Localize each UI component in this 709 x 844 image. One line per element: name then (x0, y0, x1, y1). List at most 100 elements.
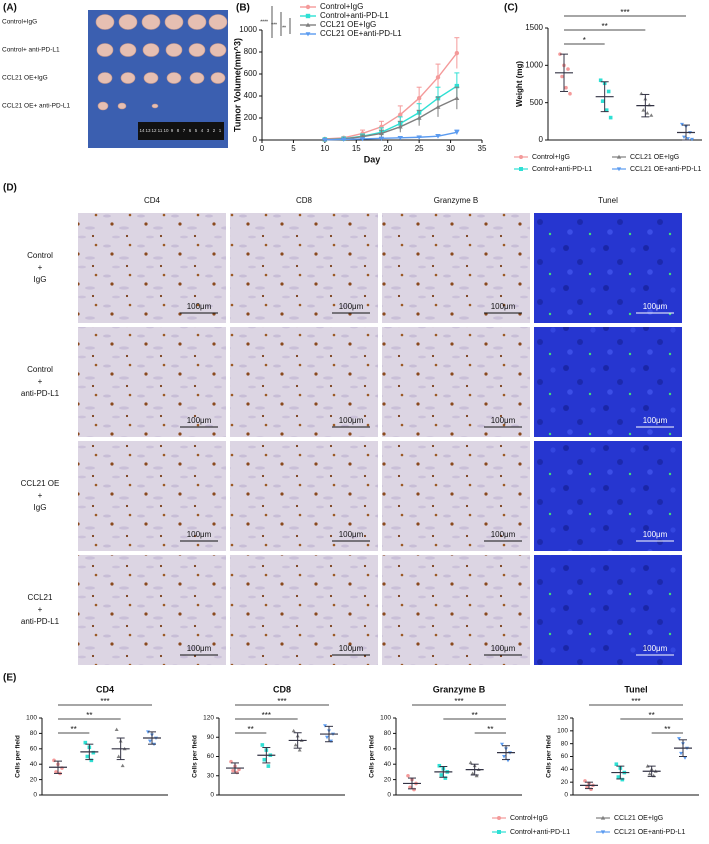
scale-bar-label: 100μm (187, 302, 212, 311)
data-point (614, 762, 619, 766)
ruler-number: 9 (171, 128, 174, 133)
data-point (437, 763, 442, 768)
tumor (141, 14, 161, 30)
tunel-image (534, 213, 682, 323)
scale-bar-label: 100μm (339, 530, 364, 539)
y-tick-label: 40 (561, 766, 569, 773)
scale-bar-label: 100μm (643, 416, 668, 425)
data-point (148, 739, 152, 744)
group-label: Control+IgG (2, 19, 37, 26)
ruler-number: 7 (183, 128, 186, 133)
panel-label: (E) (3, 673, 16, 684)
ihc-image (382, 441, 530, 551)
chart-title: CD4 (96, 684, 114, 694)
data-point (598, 78, 603, 83)
tumor (187, 14, 207, 30)
data-point (683, 756, 687, 760)
ruler-number: 11 (158, 128, 163, 133)
y-tick-label: 90 (207, 734, 215, 741)
ruler-number: 2 (213, 128, 216, 133)
y-tick-label: 60 (561, 753, 569, 760)
data-point (297, 748, 302, 752)
ruler (138, 122, 224, 140)
data-point (398, 112, 403, 117)
column-header: Tunel (598, 196, 618, 205)
y-tick-label: 800 (244, 47, 258, 56)
ruler-number: 10 (163, 128, 169, 133)
data-point (114, 727, 119, 731)
y-tick-label: 0 (253, 135, 258, 144)
tumor (209, 43, 227, 57)
scale-bar-label: 100μm (187, 644, 212, 653)
data-point (454, 95, 460, 100)
ihc-image (78, 213, 226, 323)
tumor (117, 102, 127, 110)
tumor (210, 72, 226, 84)
y-tick-label: 1500 (525, 23, 543, 32)
data-point (406, 773, 410, 778)
x-tick-label: 35 (478, 144, 487, 153)
y-tick-label: 100 (380, 715, 391, 722)
row-label: + (38, 263, 43, 272)
legend-marker (600, 830, 606, 835)
legend-label: CCL21 OE+anti-PD-L1 (630, 166, 702, 173)
significance: *** (631, 697, 640, 706)
panel-label: (D) (3, 183, 17, 194)
series-line (324, 131, 457, 141)
data-point (262, 757, 267, 762)
legend-marker (600, 815, 606, 820)
y-tick-label: 80 (30, 730, 38, 737)
ihc-image (78, 441, 226, 551)
y-axis-label: Cells per field (546, 735, 553, 778)
row-label: CCL21 OE (21, 479, 60, 488)
data-point (416, 96, 422, 101)
data-point (686, 137, 690, 141)
group-label: CCL21 OE+ anti-PD-L1 (2, 103, 70, 110)
y-tick-label: 30 (207, 772, 215, 779)
legend-label: Control+IgG (320, 2, 363, 11)
data-point (649, 113, 654, 117)
legend-marker (616, 167, 622, 172)
legend-label: CCL21 OE+anti-PD-L1 (614, 829, 686, 836)
ihc-image (230, 213, 378, 323)
ihc-image (230, 555, 378, 665)
x-tick-label: 25 (415, 144, 424, 153)
significance: *** (277, 697, 286, 706)
y-tick-label: 80 (384, 730, 392, 737)
ruler-number: 8 (177, 128, 180, 133)
data-point (322, 138, 328, 143)
significance: * (583, 36, 586, 45)
data-point (260, 743, 265, 747)
tumor (208, 14, 228, 30)
significance: ** (248, 725, 254, 734)
row-label: IgG (34, 275, 47, 284)
scale-bar-label: 100μm (339, 644, 364, 653)
tumor (143, 72, 159, 84)
significance: *** (454, 697, 463, 706)
y-tick-label: 20 (384, 776, 392, 783)
data-point (266, 764, 271, 768)
tumor (166, 72, 182, 84)
ihc-image (78, 327, 226, 437)
y-tick-label: 100 (557, 728, 568, 735)
row-label: + (38, 491, 43, 500)
tumor (188, 43, 206, 57)
data-point (468, 760, 473, 765)
data-point (600, 99, 605, 103)
data-point (690, 137, 694, 142)
panel-label: (B) (236, 3, 250, 14)
data-point (589, 787, 593, 792)
data-point (235, 770, 239, 775)
legend-marker (305, 4, 311, 10)
row-label: + (38, 377, 43, 386)
tunel-image (534, 327, 682, 437)
legend-marker (305, 22, 311, 27)
significance: ** (664, 725, 670, 734)
data-point (435, 134, 441, 139)
y-tick-label: 80 (561, 740, 569, 747)
data-point (91, 750, 96, 755)
y-axis-label: Weight (mg) (515, 61, 524, 107)
row-label: anti-PD-L1 (21, 617, 60, 626)
scale-bar-label: 100μm (643, 530, 668, 539)
